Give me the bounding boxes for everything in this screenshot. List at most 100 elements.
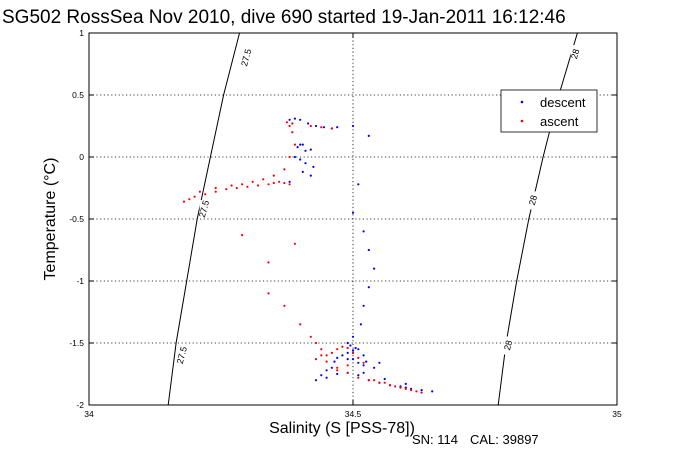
contour-label: 28 (569, 48, 581, 60)
point-descent (325, 376, 328, 379)
point-ascent (415, 390, 418, 393)
point-ascent (309, 335, 312, 338)
point-descent (309, 148, 312, 151)
point-ascent (357, 376, 360, 379)
point-ascent (241, 234, 244, 237)
point-descent (301, 143, 304, 146)
contour-label-bg (570, 45, 581, 64)
point-descent (359, 323, 362, 326)
contour-label: 28 (527, 194, 539, 206)
point-descent (357, 183, 360, 186)
legend-marker-ascent (520, 119, 524, 123)
point-ascent (330, 127, 333, 130)
point-descent (304, 149, 307, 152)
contour-label: 27.5 (175, 345, 189, 365)
point-ascent (346, 371, 349, 374)
point-ascent (188, 198, 191, 201)
contour-line-27.5 (167, 32, 240, 406)
calibration-number: CAL: 39897 (470, 432, 539, 447)
point-ascent (283, 168, 286, 171)
point-ascent (251, 180, 254, 183)
point-ascent (388, 384, 392, 387)
point-ascent (309, 124, 312, 128)
point-ascent (214, 186, 217, 190)
legend-label-ascent: ascent (540, 114, 579, 129)
point-descent (362, 304, 365, 307)
legend-box (500, 89, 598, 133)
point-descent (357, 374, 360, 377)
point-descent (299, 118, 302, 121)
point-descent (362, 354, 365, 357)
point-ascent (235, 186, 238, 190)
point-ascent (351, 351, 355, 354)
point-ascent (288, 124, 291, 128)
point-descent (322, 126, 326, 129)
point-ascent (204, 193, 207, 196)
point-ascent (288, 155, 291, 159)
point-ascent (246, 185, 249, 188)
point-descent (336, 126, 339, 129)
point-ascent (341, 345, 344, 348)
contour-label-bg (528, 191, 539, 210)
point-ascent (285, 121, 289, 124)
point-descent (367, 286, 370, 289)
point-descent (351, 124, 355, 128)
point-ascent (272, 174, 275, 177)
point-descent (333, 360, 336, 363)
point-ascent (346, 346, 349, 350)
point-descent (346, 341, 349, 345)
point-descent (351, 211, 355, 214)
point-ascent (330, 351, 333, 354)
point-ascent (346, 364, 349, 367)
y-tick-label: -1 (76, 276, 84, 286)
contour-label: 28 (502, 339, 514, 351)
y-axis-label: Temperature (°C) (42, 158, 59, 281)
point-descent (373, 267, 376, 270)
point-descent (365, 360, 368, 363)
point-descent (304, 162, 307, 165)
point-descent (354, 346, 357, 350)
point-ascent (373, 379, 376, 382)
point-descent (378, 361, 381, 364)
point-descent (293, 117, 296, 120)
point-descent (320, 374, 323, 377)
point-ascent (367, 379, 370, 382)
legend-label-descent: descent (540, 95, 586, 110)
point-descent (299, 143, 302, 146)
legend-marker-descent (520, 100, 524, 104)
y-tick-label: -2 (76, 400, 84, 410)
point-ascent (230, 184, 233, 187)
point-descent (351, 349, 355, 352)
point-descent (357, 361, 360, 364)
point-ascent (272, 181, 275, 185)
y-tick-label: -0.5 (69, 214, 84, 224)
point-descent (296, 146, 299, 149)
point-ascent (241, 183, 244, 186)
point-descent (351, 335, 355, 338)
point-ascent (214, 190, 217, 193)
point-ascent (383, 381, 386, 384)
point-ascent (325, 354, 328, 357)
point-ascent (336, 369, 339, 372)
point-ascent (291, 131, 294, 134)
point-ascent (262, 178, 265, 181)
point-ascent (378, 381, 381, 384)
point-ascent (362, 361, 365, 364)
point-descent (404, 382, 407, 385)
contour-label: 27.5 (197, 199, 211, 219)
contour-label-bg (503, 336, 514, 355)
point-ascent (320, 348, 323, 351)
point-ascent (314, 358, 318, 361)
point-ascent (293, 143, 296, 146)
y-tick-label: -1.5 (69, 338, 84, 348)
point-descent (351, 358, 355, 361)
point-descent (362, 371, 365, 374)
point-ascent (320, 126, 323, 129)
point-ascent (291, 122, 294, 125)
point-ascent (293, 242, 296, 245)
point-descent (362, 364, 365, 367)
x-axis-label: Salinity (S [PSS-78]) (269, 420, 415, 437)
point-descent (367, 134, 370, 137)
point-ascent (267, 183, 270, 186)
point-descent (383, 377, 386, 381)
